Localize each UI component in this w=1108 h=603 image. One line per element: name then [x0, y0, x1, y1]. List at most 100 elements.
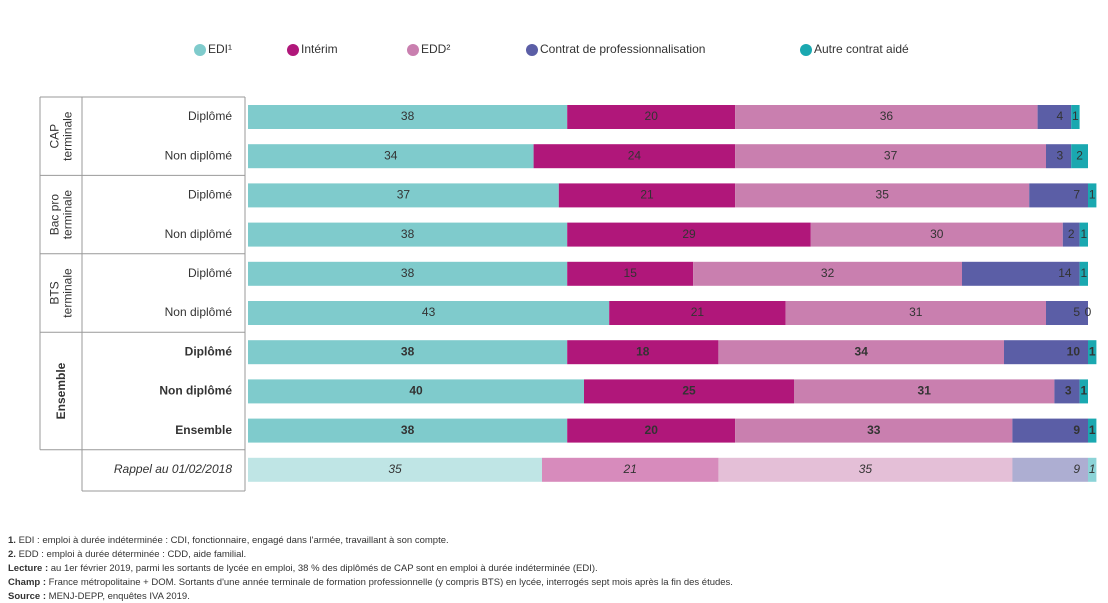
footnote: Lecture : au 1er février 2019, parmi les… — [8, 563, 598, 574]
group-label: Ensemble — [54, 362, 68, 419]
value-label: 34 — [855, 344, 869, 358]
value-label: 4 — [1057, 109, 1064, 123]
bar-segment — [567, 418, 736, 443]
value-label: 1 — [1089, 344, 1096, 358]
bar-segment — [1088, 418, 1097, 443]
footnote-label: Source : — [8, 591, 46, 602]
value-label: 25 — [682, 384, 696, 398]
value-label: 18 — [636, 344, 650, 358]
value-label: 1 — [1080, 227, 1087, 241]
value-label: 24 — [628, 148, 642, 162]
value-label: 1 — [1089, 462, 1096, 476]
value-label: 21 — [623, 462, 637, 476]
legend-label: Contrat de professionnalisation — [540, 42, 705, 56]
bar-segment — [248, 222, 568, 247]
value-label: 37 — [397, 188, 411, 202]
footnote-label: 2. — [8, 549, 16, 560]
value-label: 2 — [1068, 227, 1075, 241]
row-label: Diplômé — [188, 109, 232, 123]
value-label: 20 — [645, 109, 659, 123]
footnote: Source : MENJ-DEPP, enquêtes IVA 2019. — [8, 591, 190, 602]
legend-swatch — [800, 44, 812, 56]
group-label: Bac pro — [48, 194, 62, 236]
bar-segment — [248, 105, 568, 129]
value-label: 3 — [1065, 384, 1072, 398]
footnote-label: 1. — [8, 535, 16, 546]
value-label: 1 — [1080, 266, 1087, 280]
value-label: 38 — [401, 227, 415, 241]
bar-segment — [1079, 222, 1088, 247]
legend-label: EDI¹ — [208, 42, 232, 56]
value-label: 0 — [1085, 305, 1092, 319]
value-label: 29 — [682, 227, 696, 241]
value-label: 7 — [1073, 188, 1080, 202]
bar-segment — [962, 261, 1080, 286]
bar-segment — [718, 340, 1004, 365]
value-label: 36 — [880, 109, 894, 123]
value-label: 1 — [1089, 188, 1096, 202]
bar-segment — [609, 301, 786, 325]
legend-swatch — [194, 44, 206, 56]
bar-segment — [248, 379, 584, 404]
bar-segment — [735, 418, 1013, 443]
value-label: 3 — [1057, 148, 1064, 162]
value-label: 38 — [401, 344, 415, 358]
value-label: 9 — [1073, 462, 1080, 476]
footnote: 1. EDI : emploi à durée indéterminée : C… — [8, 535, 449, 546]
value-label: 35 — [876, 188, 890, 202]
bar-segment — [1046, 144, 1072, 169]
bar-segment — [567, 222, 811, 247]
bar-segment — [718, 457, 1013, 482]
bar-segment — [693, 261, 962, 286]
value-label: 38 — [401, 266, 415, 280]
bar-segment — [1071, 144, 1088, 169]
bar-segment — [735, 183, 1030, 208]
legend-swatch — [407, 44, 419, 56]
footnote-text: France métropolitaine + DOM. Sortants d'… — [49, 577, 733, 588]
bar-segment — [794, 379, 1055, 404]
bar-segment — [248, 183, 559, 208]
footnote-text: EDI : emploi à durée indéterminée : CDI,… — [19, 535, 449, 546]
bar-segment — [248, 457, 542, 482]
row-label: Non diplômé — [165, 227, 233, 241]
bar-segment — [567, 261, 694, 286]
legend-label: Autre contrat aidé — [814, 42, 909, 56]
value-label: 10 — [1067, 344, 1081, 358]
bar-segment — [810, 222, 1063, 247]
value-label: 31 — [909, 305, 923, 319]
value-label: 38 — [401, 423, 415, 437]
value-label: 31 — [918, 384, 932, 398]
value-label: 1 — [1072, 109, 1079, 123]
legend-swatch — [287, 44, 299, 56]
bar-segment — [1037, 105, 1072, 129]
footnote-text: EDD : emploi à durée déterminée : CDD, a… — [19, 549, 247, 560]
bar-segment — [1088, 183, 1097, 208]
value-label: 20 — [645, 423, 659, 437]
row-label: Ensemble — [175, 423, 232, 437]
bar-segment — [248, 301, 610, 325]
row-label: Non diplômé — [165, 148, 233, 162]
bar-segment — [248, 340, 568, 365]
bar-segment — [567, 105, 736, 129]
row-label: Non diplômé — [165, 305, 233, 319]
group-label: terminale — [61, 111, 75, 161]
bar-segment — [558, 183, 736, 208]
group-label: CAP — [48, 124, 62, 149]
bar-segment — [1088, 340, 1097, 365]
value-label: 30 — [930, 227, 944, 241]
value-label: 34 — [384, 148, 398, 162]
bar-segment — [542, 457, 719, 482]
footnote-label: Lecture : — [8, 563, 48, 574]
bar-segment — [1062, 222, 1080, 247]
value-label: 32 — [821, 266, 835, 280]
row-label: Diplômé — [185, 344, 233, 358]
row-label: Diplômé — [188, 188, 232, 202]
bar-segment — [1079, 379, 1088, 404]
group-label: terminale — [61, 268, 75, 318]
bar-segment — [1046, 301, 1088, 325]
footnote: Champ : France métropolitaine + DOM. Sor… — [8, 577, 733, 588]
bar-segment — [248, 144, 534, 169]
value-label: 5 — [1073, 305, 1080, 319]
value-label: 21 — [691, 305, 705, 319]
